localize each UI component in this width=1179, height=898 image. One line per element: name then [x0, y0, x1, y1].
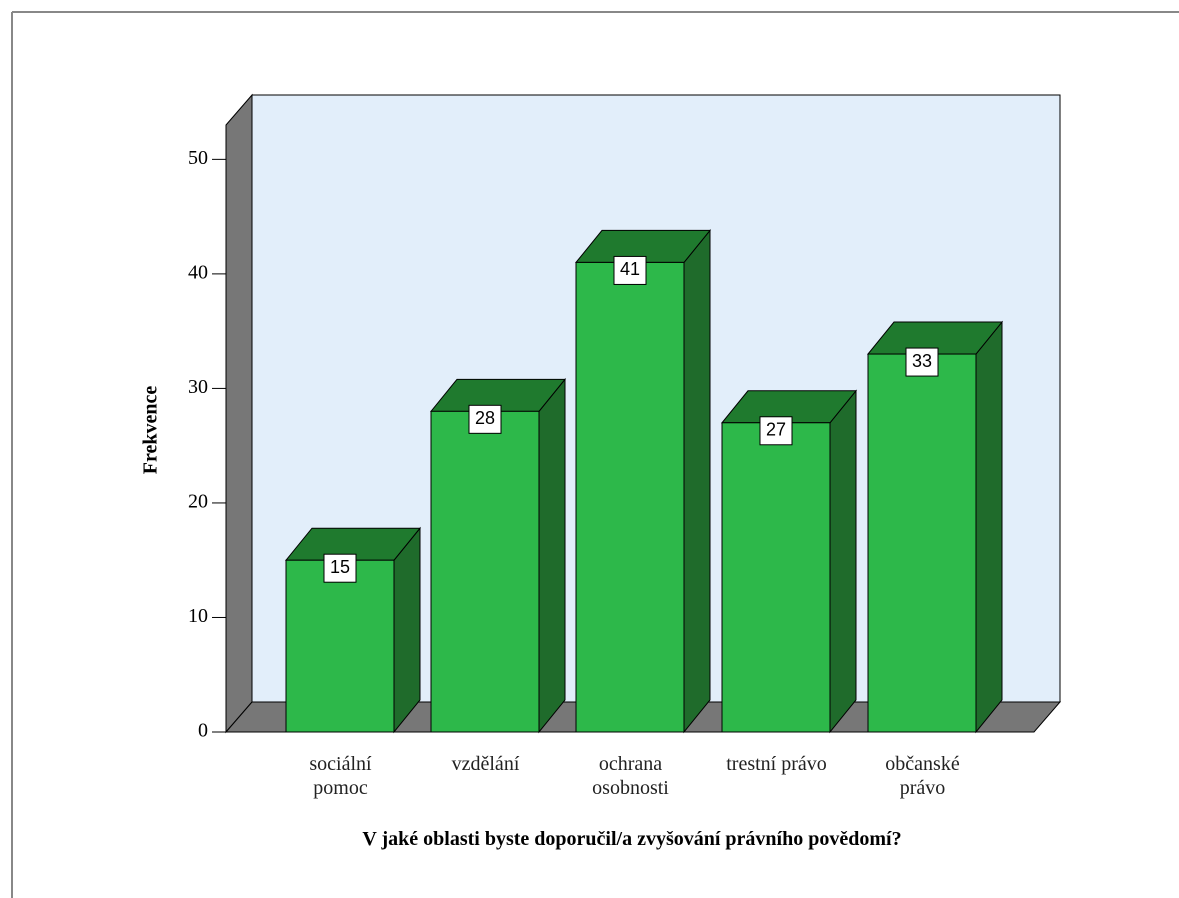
x-tick-label: trestní právo — [726, 753, 827, 775]
value-label-box — [759, 416, 793, 446]
value-label-box — [323, 553, 357, 583]
bar — [285, 559, 395, 733]
x-tick-label: ochrana osobnosti — [592, 753, 669, 799]
y-tick-label: 50 — [188, 147, 208, 169]
y-tick-label: 30 — [188, 376, 208, 398]
bar-side — [538, 377, 566, 734]
bar-side — [829, 389, 857, 734]
value-label: 41 — [620, 259, 640, 279]
x-tick-label: vzdělání — [451, 753, 520, 775]
value-label-box — [468, 404, 502, 434]
x-tick-label: sociální pomoc — [309, 753, 372, 799]
side-wall — [225, 93, 253, 734]
bar — [867, 353, 977, 733]
value-label-box — [905, 347, 939, 377]
bar-side — [393, 526, 421, 734]
bar-side — [975, 320, 1003, 734]
y-tick-label: 20 — [188, 491, 208, 513]
y-axis-label: Frekvence — [140, 386, 162, 475]
value-label: 15 — [330, 557, 350, 577]
value-label: 27 — [766, 420, 786, 440]
x-axis-title: V jaké oblasti byste doporučil/a zvyšová… — [362, 828, 902, 850]
bar — [575, 261, 685, 733]
y-tick-label: 10 — [188, 605, 208, 627]
value-label: 33 — [912, 351, 932, 371]
x-tick-label: občanské právo — [885, 753, 960, 799]
bar — [430, 410, 540, 733]
y-tick-label: 40 — [188, 261, 208, 283]
bar — [721, 422, 831, 733]
bar-side — [683, 229, 711, 734]
value-label-box — [613, 255, 647, 285]
y-tick-label: 0 — [198, 720, 208, 742]
value-label: 28 — [475, 408, 495, 428]
